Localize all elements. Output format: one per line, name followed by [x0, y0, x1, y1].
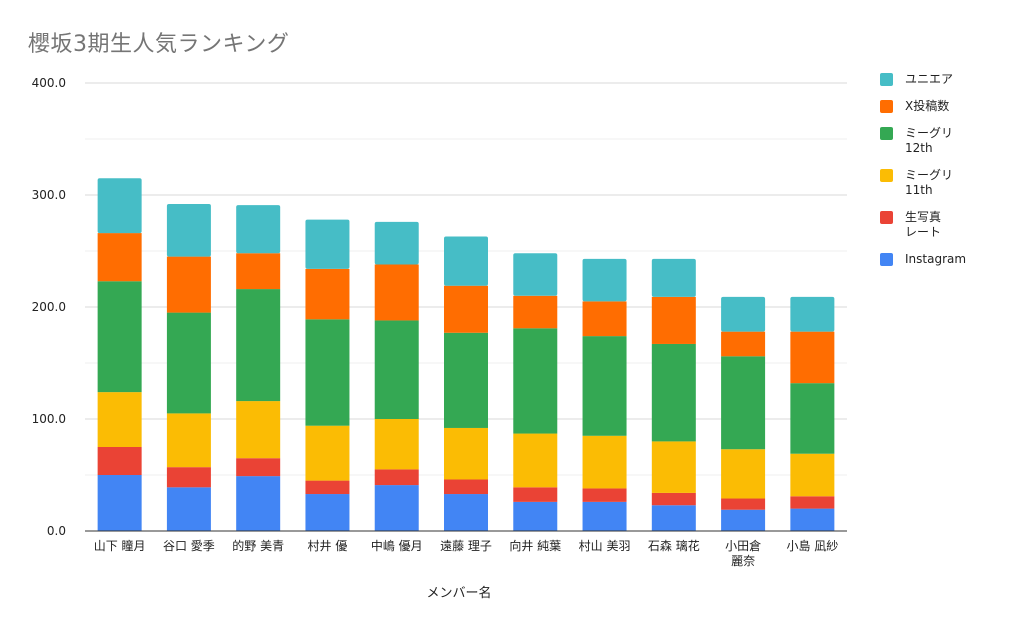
bar-segment	[97, 233, 142, 282]
bar-segment	[790, 496, 835, 509]
x-tick-label: 小島 凪紗	[786, 538, 838, 553]
bar-segment	[790, 331, 835, 384]
x-tick-label: 小田倉麗奈	[725, 538, 761, 568]
bar-segment	[651, 296, 696, 344]
y-tick-label: 300.0	[32, 188, 66, 202]
bar-segment	[513, 328, 558, 434]
bar-segment	[166, 203, 211, 257]
bar-segment	[374, 264, 419, 321]
bar-segment	[236, 458, 281, 477]
chart-title: 櫻坂3期生人気ランキング	[28, 32, 290, 57]
bar-segment	[582, 435, 627, 489]
bar-segment	[444, 479, 488, 495]
bar-segment	[790, 383, 835, 454]
bar-segment	[790, 453, 835, 497]
x-tick-label: 山下 瞳月	[94, 538, 146, 553]
y-tick-label: 200.0	[32, 300, 66, 314]
bar-segment	[582, 488, 627, 502]
x-tick-label: 的野 美青	[232, 538, 284, 553]
bar-segment	[305, 494, 350, 531]
x-tick-label: 中嶋 優月	[371, 538, 423, 553]
bar-segment	[651, 258, 696, 297]
bar-segment	[721, 449, 766, 499]
bar-segment	[582, 301, 627, 337]
axes: 0.0 100.0 200.0 300.0 400.0 山下 瞳月 谷口 愛季 的野 美青 村井…	[32, 76, 847, 568]
bar-segment	[97, 392, 142, 447]
bar-segment	[513, 487, 558, 502]
bar-segment	[305, 319, 350, 426]
legend-label: 生写真 レート	[905, 210, 942, 239]
legend-swatch	[880, 211, 893, 224]
bar-segment	[444, 285, 488, 333]
bar-segment	[374, 485, 419, 531]
bar-segment	[582, 336, 627, 436]
bar-segment	[305, 480, 350, 495]
bar-segment	[166, 312, 211, 414]
bar-segment	[374, 320, 419, 419]
bar-segment	[236, 205, 281, 254]
legend-swatch	[880, 73, 893, 86]
bar-segment	[721, 331, 766, 357]
bar-segment	[236, 401, 281, 459]
bar-segment	[513, 433, 558, 488]
bar-segment	[721, 509, 766, 531]
x-tick-label: 遠藤 理子	[440, 539, 492, 553]
bar-segment	[790, 508, 835, 531]
bar-segment	[513, 501, 558, 531]
legend-swatch	[880, 169, 893, 182]
bar-segment	[444, 332, 488, 428]
bar-segment	[97, 447, 142, 475]
y-tick-label: 0.0	[47, 524, 66, 538]
bar-segment	[236, 476, 281, 531]
bar-segment	[651, 492, 696, 506]
bar-segment	[721, 356, 766, 450]
bar-segment	[444, 427, 488, 480]
x-tick-label: 村井 優	[308, 539, 348, 553]
bar-segment	[166, 413, 211, 468]
bar-segment	[582, 501, 627, 531]
bar-segment	[166, 256, 211, 313]
legend-label: ミーグリ 11th	[905, 168, 954, 197]
legend-swatch	[880, 127, 893, 140]
x-tick-label: 谷口 愛季	[163, 539, 215, 553]
bar-segment	[97, 178, 142, 234]
bar-segment	[236, 253, 281, 290]
legend-label: ミーグリ 12th	[905, 126, 954, 155]
bar-segment	[97, 281, 142, 393]
bar-segment	[651, 343, 696, 442]
x-axis-title: メンバー名	[426, 585, 491, 601]
bar-segment	[513, 253, 558, 296]
bar-segment	[166, 467, 211, 488]
bar-segment	[166, 487, 211, 531]
bar-segment	[305, 219, 350, 269]
bar-segment	[721, 296, 766, 332]
bar-segment	[651, 505, 696, 531]
bar-segment	[582, 258, 627, 302]
legend-label: Instagram	[905, 252, 967, 266]
bar-segment	[374, 469, 419, 486]
legend-swatch	[880, 253, 893, 266]
legend-swatch	[880, 100, 893, 113]
bar-segment	[513, 295, 558, 329]
bars	[97, 178, 835, 531]
bar-segment	[790, 296, 835, 332]
x-tick-label: 石森 璃花	[648, 538, 700, 553]
bar-segment	[374, 419, 419, 470]
bar-segment	[444, 494, 488, 531]
bar-segment	[651, 441, 696, 493]
bar-segment	[97, 475, 142, 531]
bar-segment	[721, 498, 766, 510]
x-tick-label: 村山 美羽	[579, 539, 631, 553]
bar-segment	[305, 268, 350, 320]
x-tick-label: 向井 純葉	[509, 538, 561, 553]
y-tick-label: 100.0	[32, 412, 66, 426]
bar-segment	[374, 221, 419, 265]
bar-segment	[305, 425, 350, 481]
bar-segment	[236, 289, 281, 402]
y-tick-label: 400.0	[32, 76, 66, 90]
legend-label: X投稿数	[905, 99, 950, 113]
legend-label: ユニエア	[905, 72, 954, 86]
bar-segment	[444, 236, 488, 286]
